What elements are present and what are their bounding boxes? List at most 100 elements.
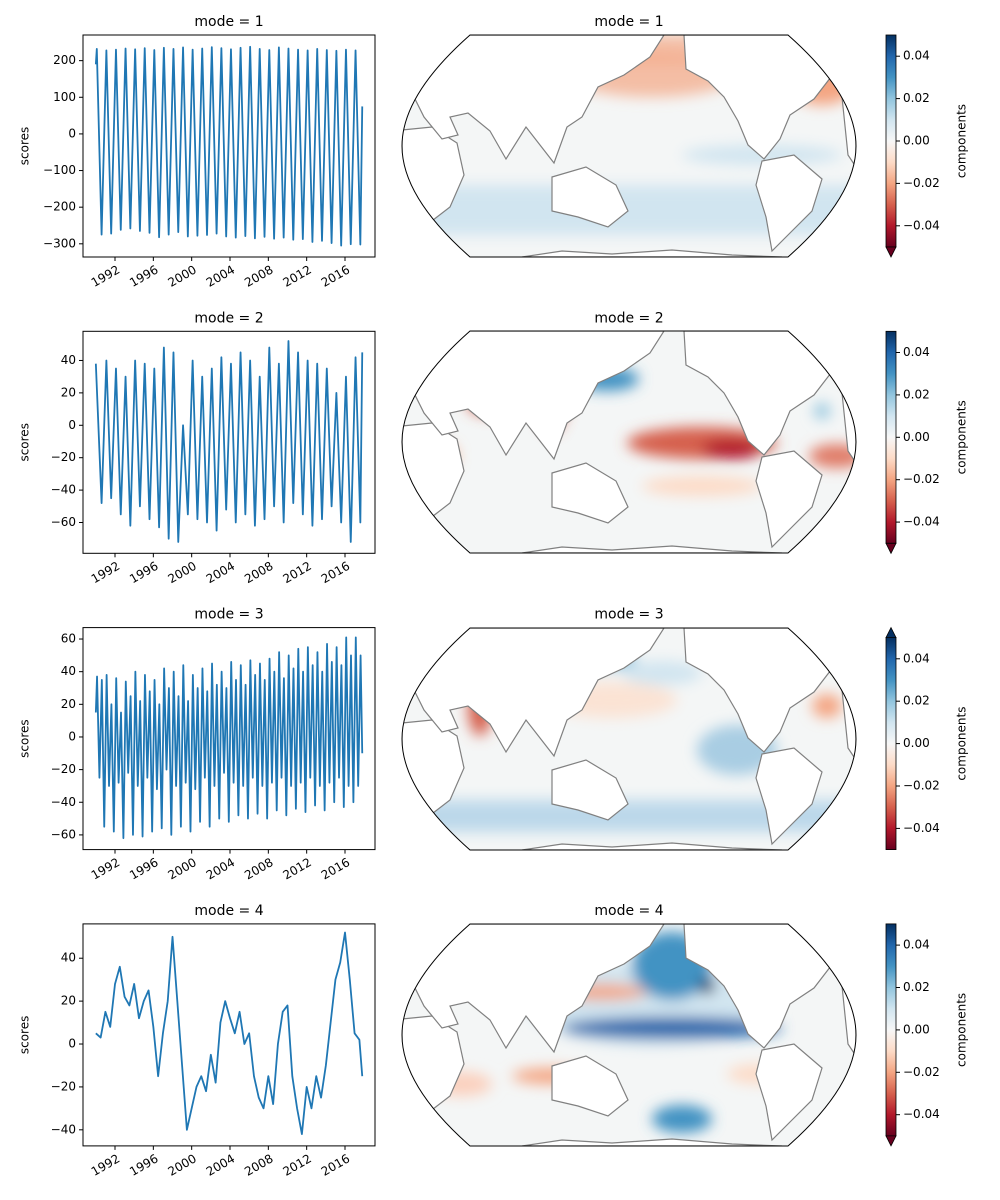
y-tick-label: 20 <box>61 697 76 711</box>
map-title: mode = 2 <box>594 310 663 326</box>
x-tick-label: 1992 <box>89 1151 122 1178</box>
colorbar-tick-label: −0.02 <box>903 176 940 190</box>
map-field <box>401 923 857 1147</box>
x-tick-label: 2016 <box>319 263 352 290</box>
y-tick-label: 0 <box>68 1037 76 1051</box>
x-tick-label: 1992 <box>89 263 122 290</box>
x-tick-label: 1996 <box>127 855 160 882</box>
x-tick-label: 1992 <box>89 559 122 586</box>
x-tick-label: 1996 <box>127 559 160 586</box>
map-field <box>401 627 857 851</box>
y-tick-label: −40 <box>51 795 76 809</box>
y-tick-label: −200 <box>43 200 76 214</box>
x-tick-label: 2008 <box>242 263 275 290</box>
y-tick-label: −300 <box>43 236 76 250</box>
series-line <box>94 45 364 247</box>
colorbar-extend <box>885 626 897 638</box>
colorbar-tick-label: 0.00 <box>903 1022 930 1036</box>
y-tick-label: 0 <box>68 126 76 140</box>
x-tick-label: 1996 <box>127 1151 160 1178</box>
colorbar-tick-label: −0.04 <box>903 515 940 529</box>
x-tick-label: 2000 <box>165 1151 198 1178</box>
colorbar-tick-label: 0.04 <box>903 938 930 952</box>
y-tick-label: −100 <box>43 163 76 177</box>
x-tick-label: 2008 <box>242 559 275 586</box>
axes-title: mode = 4 <box>194 903 263 919</box>
y-tick-label: −40 <box>51 483 76 497</box>
colorbar-label: components <box>955 400 969 474</box>
y-tick-label: −20 <box>51 450 76 464</box>
colorbar-tick-label: −0.02 <box>903 779 940 793</box>
x-tick-label: 2000 <box>165 559 198 586</box>
x-tick-label: 2016 <box>319 559 352 586</box>
colorbar-tick-label: 0.00 <box>903 134 930 148</box>
colorbar-tick-label: 0.00 <box>903 430 930 444</box>
y-axis-label: scores <box>18 719 32 758</box>
map-field <box>401 34 857 258</box>
map-title: mode = 3 <box>594 607 663 623</box>
y-tick-label: 40 <box>61 664 76 678</box>
colorbar-extend <box>885 246 897 258</box>
y-tick-label: −60 <box>51 515 76 529</box>
colorbar-label: components <box>955 993 969 1067</box>
colorbar-tick-label: 0.00 <box>903 736 930 750</box>
colorbar-tick-label: −0.02 <box>903 472 940 486</box>
colorbar <box>885 923 897 1137</box>
y-axis-label: scores <box>18 1016 32 1055</box>
colorbar <box>885 330 897 544</box>
axes-title: mode = 1 <box>194 14 263 30</box>
colorbar <box>885 34 897 248</box>
colorbar-tick-label: −0.04 <box>903 218 940 232</box>
colorbar-tick-label: 0.04 <box>903 49 930 63</box>
x-tick-label: 2008 <box>242 1151 275 1178</box>
colorbar-tick-label: 0.02 <box>903 694 930 708</box>
y-tick-label: −20 <box>51 1079 76 1093</box>
colorbar-label: components <box>955 104 969 178</box>
x-tick-label: 2012 <box>280 263 313 290</box>
colorbar-tick-label: −0.04 <box>903 821 940 835</box>
x-tick-label: 2004 <box>204 855 237 882</box>
colorbar-tick-label: −0.02 <box>903 1065 940 1079</box>
series-line <box>95 931 364 1135</box>
axes-frame <box>82 627 376 851</box>
colorbar-tick-label: 0.02 <box>903 387 930 401</box>
colorbar-tick-label: 0.04 <box>903 651 930 665</box>
y-axis-label: scores <box>18 423 32 462</box>
series-line <box>94 340 364 543</box>
y-tick-label: −40 <box>51 1122 76 1136</box>
y-tick-label: 40 <box>61 353 76 367</box>
axes-frame <box>82 34 376 258</box>
colorbar-tick-label: −0.04 <box>903 1107 940 1121</box>
x-tick-label: 2012 <box>280 559 313 586</box>
axes-title: mode = 3 <box>194 607 263 623</box>
colorbar-extend <box>885 1135 897 1147</box>
map-title: mode = 1 <box>594 14 663 30</box>
y-tick-label: 0 <box>68 418 76 432</box>
y-tick-label: 100 <box>53 90 76 104</box>
colorbar-tick-label: 0.04 <box>903 345 930 359</box>
x-tick-label: 2016 <box>319 1151 352 1178</box>
colorbar-tick-label: 0.02 <box>903 91 930 105</box>
axes-frame <box>82 923 376 1147</box>
axes-frame <box>82 330 376 554</box>
x-tick-label: 2004 <box>204 1151 237 1178</box>
map-field <box>401 330 857 554</box>
y-tick-label: −20 <box>51 762 76 776</box>
x-tick-label: 2000 <box>165 263 198 290</box>
colorbar-label: components <box>955 707 969 781</box>
map-title: mode = 4 <box>594 903 663 919</box>
axes-title: mode = 2 <box>194 310 263 326</box>
colorbar-tick-label: 0.02 <box>903 980 930 994</box>
x-tick-label: 2008 <box>242 855 275 882</box>
series-line <box>94 636 364 840</box>
y-tick-label: 20 <box>61 385 76 399</box>
y-tick-label: 200 <box>53 53 76 67</box>
y-tick-label: 20 <box>61 994 76 1008</box>
x-tick-label: 1992 <box>89 855 122 882</box>
x-tick-label: 2012 <box>280 1151 313 1178</box>
y-tick-label: 60 <box>61 632 76 646</box>
x-tick-label: 2000 <box>165 855 198 882</box>
x-tick-label: 2004 <box>204 559 237 586</box>
colorbar-extend <box>885 542 897 555</box>
x-tick-label: 2004 <box>204 263 237 290</box>
